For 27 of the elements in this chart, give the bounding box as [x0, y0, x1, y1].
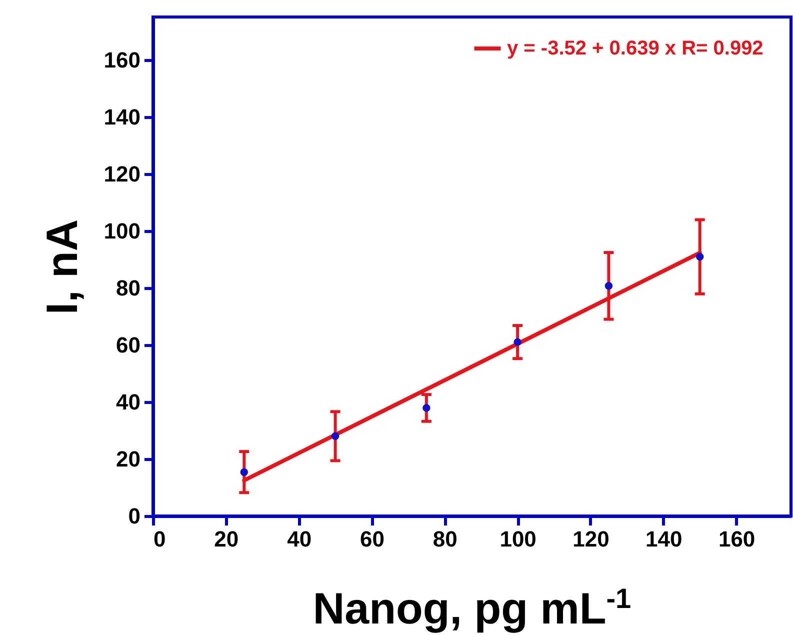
y-tick-label: 0 [128, 504, 140, 528]
y-tick-label: 160 [104, 47, 140, 72]
x-tick-label: 100 [500, 526, 536, 552]
x-tick-label: 80 [432, 526, 458, 552]
y-tick-label: 140 [104, 104, 140, 130]
y-tick-label: 100 [104, 218, 140, 244]
x-tick-label: 20 [214, 526, 239, 552]
point [240, 468, 248, 476]
legend-label: y = -3.52 + 0.639 x R= 0.992 [507, 38, 764, 60]
point [514, 338, 522, 346]
x-axis-title: Nanog, pg mL$^{-1}$ [312, 582, 632, 635]
y-tick-label: 60 [116, 332, 140, 358]
x-tick-label: 60 [360, 526, 384, 552]
point [696, 252, 704, 261]
y-axis-title: I, nA [38, 219, 87, 315]
x-tick-label: 120 [572, 526, 610, 552]
point [331, 432, 340, 440]
y-tick-label: 80 [116, 275, 140, 300]
x-tick-label: 160 [718, 526, 756, 552]
point [604, 282, 613, 290]
y-tick-label: 20 [116, 446, 140, 472]
x-tick-label: 40 [287, 526, 312, 552]
point [422, 404, 430, 412]
y-tick-label: 40 [116, 389, 140, 414]
x-tick-label: 0 [154, 526, 166, 552]
y-tick-label: 120 [104, 161, 140, 186]
x-tick-label: 140 [646, 526, 682, 552]
